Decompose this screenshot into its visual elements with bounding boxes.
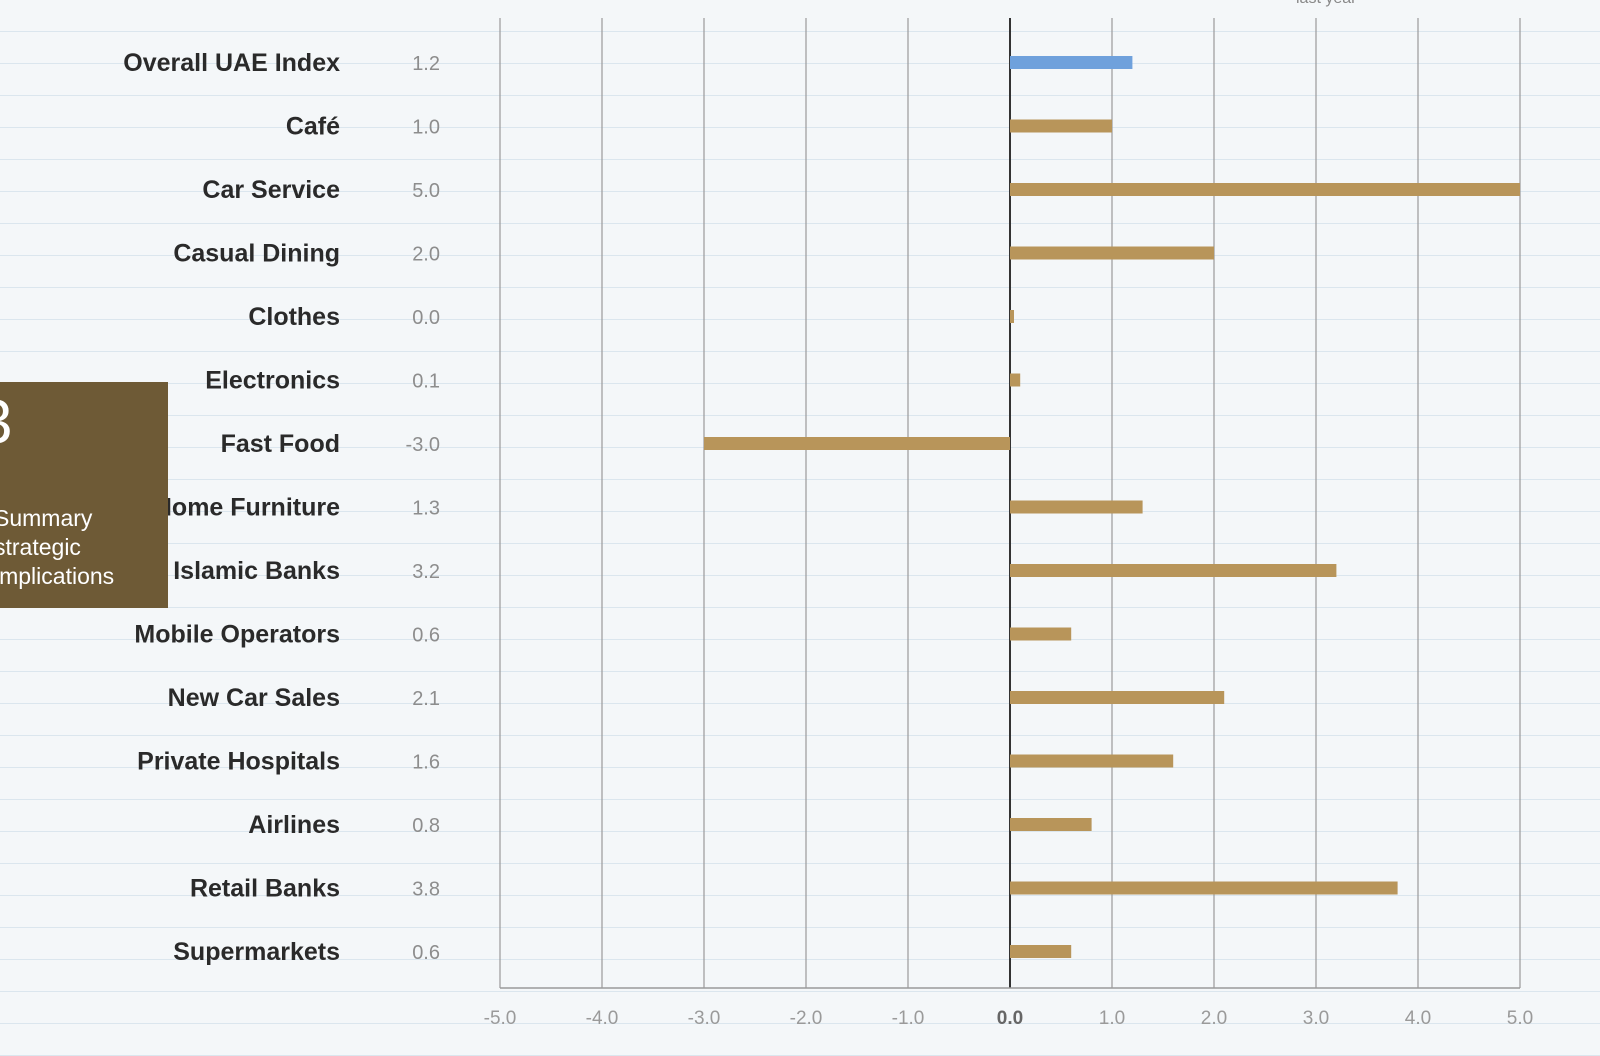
value-label: 3.8 [412,879,440,901]
x-tick-label: -5.0 [484,1008,517,1029]
bar [1010,246,1214,260]
x-axis-ticks: -5.0 -4.0 -3.0 -2.0 -1.0 0.0 1.0 2.0 3.0 4.0 5.0 [484,1008,1534,1029]
category-label: Fast Food [221,430,340,458]
bar [1010,754,1174,768]
value-label: -3.0 [406,434,440,456]
category-label: Airlines [248,811,340,839]
value-label: 2.0 [412,244,440,266]
x-tick-label: 1.0 [1099,1008,1125,1029]
x-tick-label: -1.0 [892,1008,925,1029]
x-tick-label: 2.0 [1201,1008,1227,1029]
value-labels: 1.2 1.0 5.0 2.0 0.0 0.1 -3.0 1.3 3.2 0.6 2.1 1.6 0.8… [406,53,440,964]
category-label: Islamic Banks [173,557,340,585]
bars [704,56,1520,958]
value-label: 0.0 [412,307,440,329]
bar [1010,373,1021,387]
x-tick-label: -2.0 [790,1008,823,1029]
x-tick-label: 5.0 [1507,1008,1533,1029]
category-label: Electronics [205,367,340,395]
value-label: 5.0 [412,180,440,202]
section-tab[interactable]: 3 Summary strategic implications [0,382,168,608]
category-label: Car Service [202,176,340,204]
category-label: Supermarkets [173,938,340,966]
value-label: 1.2 [412,53,440,75]
x-tick-label: -3.0 [688,1008,721,1029]
x-tick-label: 0.0 [997,1008,1023,1029]
bar [1010,627,1072,641]
bar [1010,56,1133,69]
bar [1010,310,1014,323]
value-label: 1.6 [412,752,440,774]
category-label: Clothes [248,303,340,331]
bar [1010,881,1398,895]
bar [1010,500,1143,514]
section-number: 3 [0,392,12,454]
bar [704,437,1010,450]
value-label: 0.8 [412,815,440,837]
category-label: Casual Dining [173,240,340,268]
category-label: Home Furniture [154,494,340,522]
bar [1010,119,1112,133]
bar [1010,183,1520,196]
value-label: 1.3 [412,498,440,520]
bar [1010,691,1225,704]
header-note: last year [1296,0,1356,8]
category-label: Retail Banks [190,875,340,903]
category-labels: Overall UAE Index Café Car Service Casual D… [123,49,340,966]
value-label: 2.1 [412,688,440,710]
bar [1010,564,1337,577]
category-label: Overall UAE Index [123,49,340,77]
value-label: 0.6 [412,942,440,964]
x-tick-label: 4.0 [1405,1008,1431,1029]
value-label: 0.1 [412,371,440,393]
value-label: 0.6 [412,625,440,647]
value-label: 1.0 [412,117,440,139]
section-title: Summary strategic implications [0,505,115,589]
category-label: Mobile Operators [134,621,340,649]
bar [1010,818,1092,831]
bar [1010,945,1072,958]
x-tick-label: 3.0 [1303,1008,1329,1029]
category-label: New Car Sales [168,684,340,712]
x-tick-label: -4.0 [586,1008,619,1029]
category-label: Café [286,113,340,141]
category-label: Private Hospitals [137,748,340,776]
value-label: 3.2 [412,561,440,583]
